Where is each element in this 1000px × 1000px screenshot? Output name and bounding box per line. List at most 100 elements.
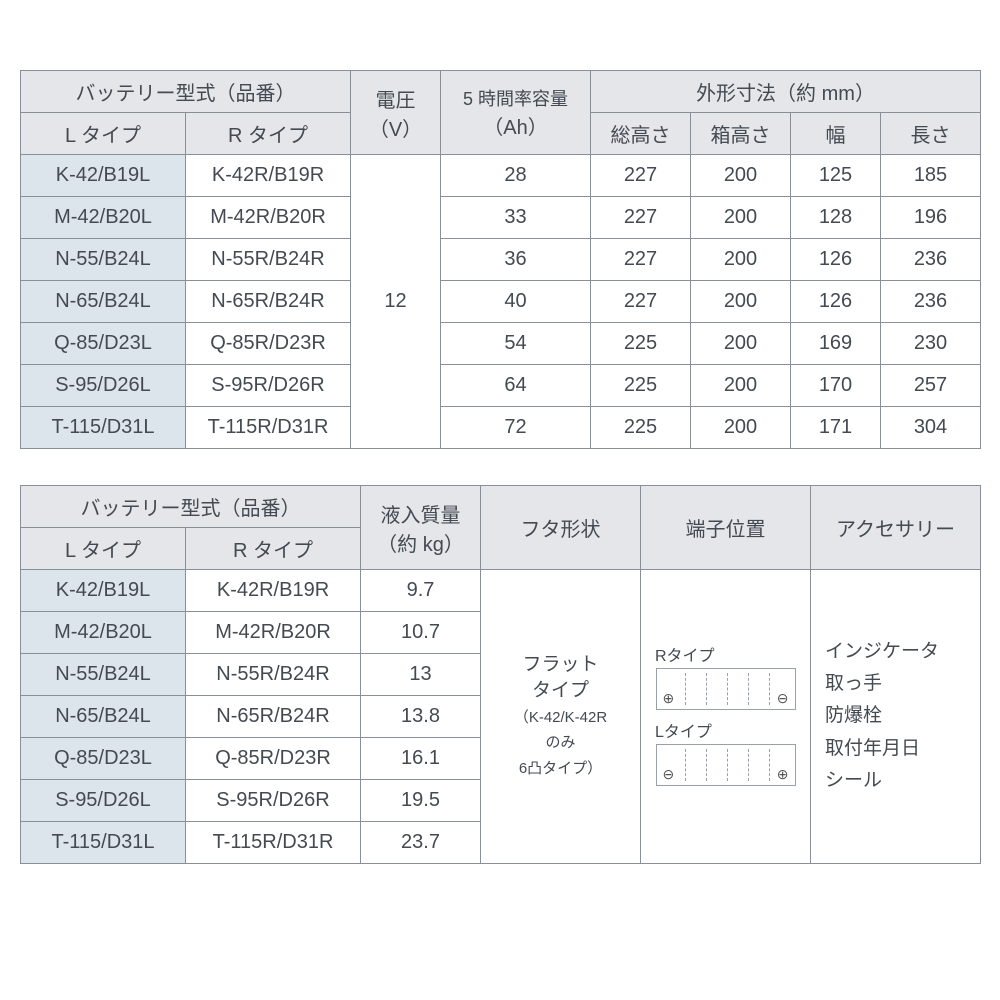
cell-box-h: 200 — [691, 197, 791, 239]
cell-ltype: N-65/B24L — [21, 696, 186, 738]
cell-ltype: N-55/B24L — [21, 239, 186, 281]
hdr-ltype: L タイプ — [21, 113, 186, 155]
terminal-symbol: ⊕ — [663, 690, 675, 707]
cell-ltype: M-42/B20L — [21, 197, 186, 239]
cell-width: 125 — [791, 155, 881, 197]
table-row: K-42/B19LK-42R/B19R9.7フラットタイプ（K-42/K-42R… — [21, 570, 981, 612]
hdr2-terminal: 端子位置 — [641, 486, 811, 570]
cell-length: 257 — [881, 365, 981, 407]
cell-length: 304 — [881, 407, 981, 449]
hdr-voltage-unit: （V） — [369, 119, 422, 141]
cell-voltage: 12 — [351, 155, 441, 449]
hdr-width: 幅 — [791, 113, 881, 155]
cell-box-h: 200 — [691, 323, 791, 365]
cell-length: 230 — [881, 323, 981, 365]
terminal-l-label: Lタイプ — [655, 718, 800, 742]
hdr-capacity-label: 5 時間率容量 — [463, 89, 568, 109]
hdr2-ltype: L タイプ — [21, 528, 186, 570]
hdr-box-h: 箱高さ — [691, 113, 791, 155]
cell-rtype: K-42R/B19R — [186, 570, 361, 612]
table-row: N-55/B24LN-55R/B24R36227200126236 — [21, 239, 981, 281]
cell-ltype: Q-85/D23L — [21, 323, 186, 365]
hdr-total-h: 総高さ — [591, 113, 691, 155]
lid-line: （K-42/K-42R — [514, 709, 607, 726]
cell-capacity: 54 — [441, 323, 591, 365]
lid-line: のみ — [545, 734, 575, 751]
table-row: Q-85/D23LQ-85R/D23R54225200169230 — [21, 323, 981, 365]
cell-length: 236 — [881, 281, 981, 323]
cell-rtype: N-55R/B24R — [186, 654, 361, 696]
cell-rtype: M-42R/B20R — [186, 612, 361, 654]
terminal-symbol: ⊖ — [663, 766, 675, 783]
accessory-item: シール — [825, 765, 980, 797]
hdr2-accessory: アクセサリー — [811, 486, 981, 570]
cell-rtype: N-55R/B24R — [186, 239, 351, 281]
accessory-item: 取付年月日 — [825, 733, 980, 765]
accessory-item: 防爆栓 — [825, 700, 980, 732]
cell-box-h: 200 — [691, 155, 791, 197]
cell-total-h: 225 — [591, 365, 691, 407]
hdr-voltage-label: 電圧 — [376, 90, 416, 112]
accessory-item: 取っ手 — [825, 668, 980, 700]
lid-line: 6凸タイプ） — [519, 760, 602, 777]
terminal-diagram: ⊖⊕ — [656, 744, 796, 786]
cell-weight: 16.1 — [361, 738, 481, 780]
cell-rtype: Q-85R/D23R — [186, 323, 351, 365]
cell-weight: 13.8 — [361, 696, 481, 738]
cell-total-h: 225 — [591, 407, 691, 449]
cell-box-h: 200 — [691, 365, 791, 407]
cell-ltype: M-42/B20L — [21, 612, 186, 654]
cell-ltype: T-115/D31L — [21, 407, 186, 449]
cell-capacity: 64 — [441, 365, 591, 407]
hdr2-weight-label: 液入質量 — [381, 505, 461, 527]
cell-ltype: S-95/D26L — [21, 780, 186, 822]
cell-width: 171 — [791, 407, 881, 449]
cell-accessory: インジケータ取っ手防爆栓取付年月日シール — [811, 570, 981, 864]
cell-weight: 10.7 — [361, 612, 481, 654]
terminal-symbol: ⊖ — [777, 690, 789, 707]
hdr2-weight: 液入質量 （約 kg） — [361, 486, 481, 570]
table-row: K-42/B19LK-42R/B19R1228227200125185 — [21, 155, 981, 197]
terminal-diagram: ⊕⊖ — [656, 668, 796, 710]
hdr2-weight-unit: （約 kg） — [377, 534, 464, 556]
cell-weight: 19.5 — [361, 780, 481, 822]
hdr-rtype: R タイプ — [186, 113, 351, 155]
cell-capacity: 36 — [441, 239, 591, 281]
cell-width: 126 — [791, 281, 881, 323]
cell-width: 170 — [791, 365, 881, 407]
cell-ltype: N-65/B24L — [21, 281, 186, 323]
cell-rtype: N-65R/B24R — [186, 696, 361, 738]
hdr2-lid: フタ形状 — [481, 486, 641, 570]
cell-ltype: S-95/D26L — [21, 365, 186, 407]
table-row: N-65/B24LN-65R/B24R40227200126236 — [21, 281, 981, 323]
cell-width: 169 — [791, 323, 881, 365]
cell-ltype: T-115/D31L — [21, 822, 186, 864]
lid-line: タイプ — [532, 680, 589, 701]
cell-rtype: N-65R/B24R — [186, 281, 351, 323]
cell-length: 185 — [881, 155, 981, 197]
hdr-model: バッテリー型式（品番） — [21, 71, 351, 113]
cell-box-h: 200 — [691, 407, 791, 449]
cell-capacity: 33 — [441, 197, 591, 239]
cell-weight: 23.7 — [361, 822, 481, 864]
cell-ltype: N-55/B24L — [21, 654, 186, 696]
cell-rtype: S-95R/D26R — [186, 780, 361, 822]
cell-terminal: Rタイプ⊕⊖Lタイプ⊖⊕ — [641, 570, 811, 864]
cell-ltype: K-42/B19L — [21, 570, 186, 612]
hdr-capacity-unit: （Ah） — [483, 117, 547, 139]
cell-length: 196 — [881, 197, 981, 239]
terminal-symbol: ⊕ — [777, 766, 789, 783]
cell-rtype: S-95R/D26R — [186, 365, 351, 407]
hdr2-rtype: R タイプ — [186, 528, 361, 570]
hdr-capacity: 5 時間率容量 （Ah） — [441, 71, 591, 155]
cell-total-h: 227 — [591, 155, 691, 197]
table-row: S-95/D26LS-95R/D26R 64225200170257 — [21, 365, 981, 407]
cell-ltype: K-42/B19L — [21, 155, 186, 197]
cell-capacity: 40 — [441, 281, 591, 323]
cell-rtype: Q-85R/D23R — [186, 738, 361, 780]
cell-capacity: 28 — [441, 155, 591, 197]
spec-table-2: バッテリー型式（品番） 液入質量 （約 kg） フタ形状 端子位置 アクセサリー… — [20, 485, 981, 864]
table-row: M-42/B20LM-42R/B20R33227200128196 — [21, 197, 981, 239]
cell-weight: 9.7 — [361, 570, 481, 612]
cell-ltype: Q-85/D23L — [21, 738, 186, 780]
